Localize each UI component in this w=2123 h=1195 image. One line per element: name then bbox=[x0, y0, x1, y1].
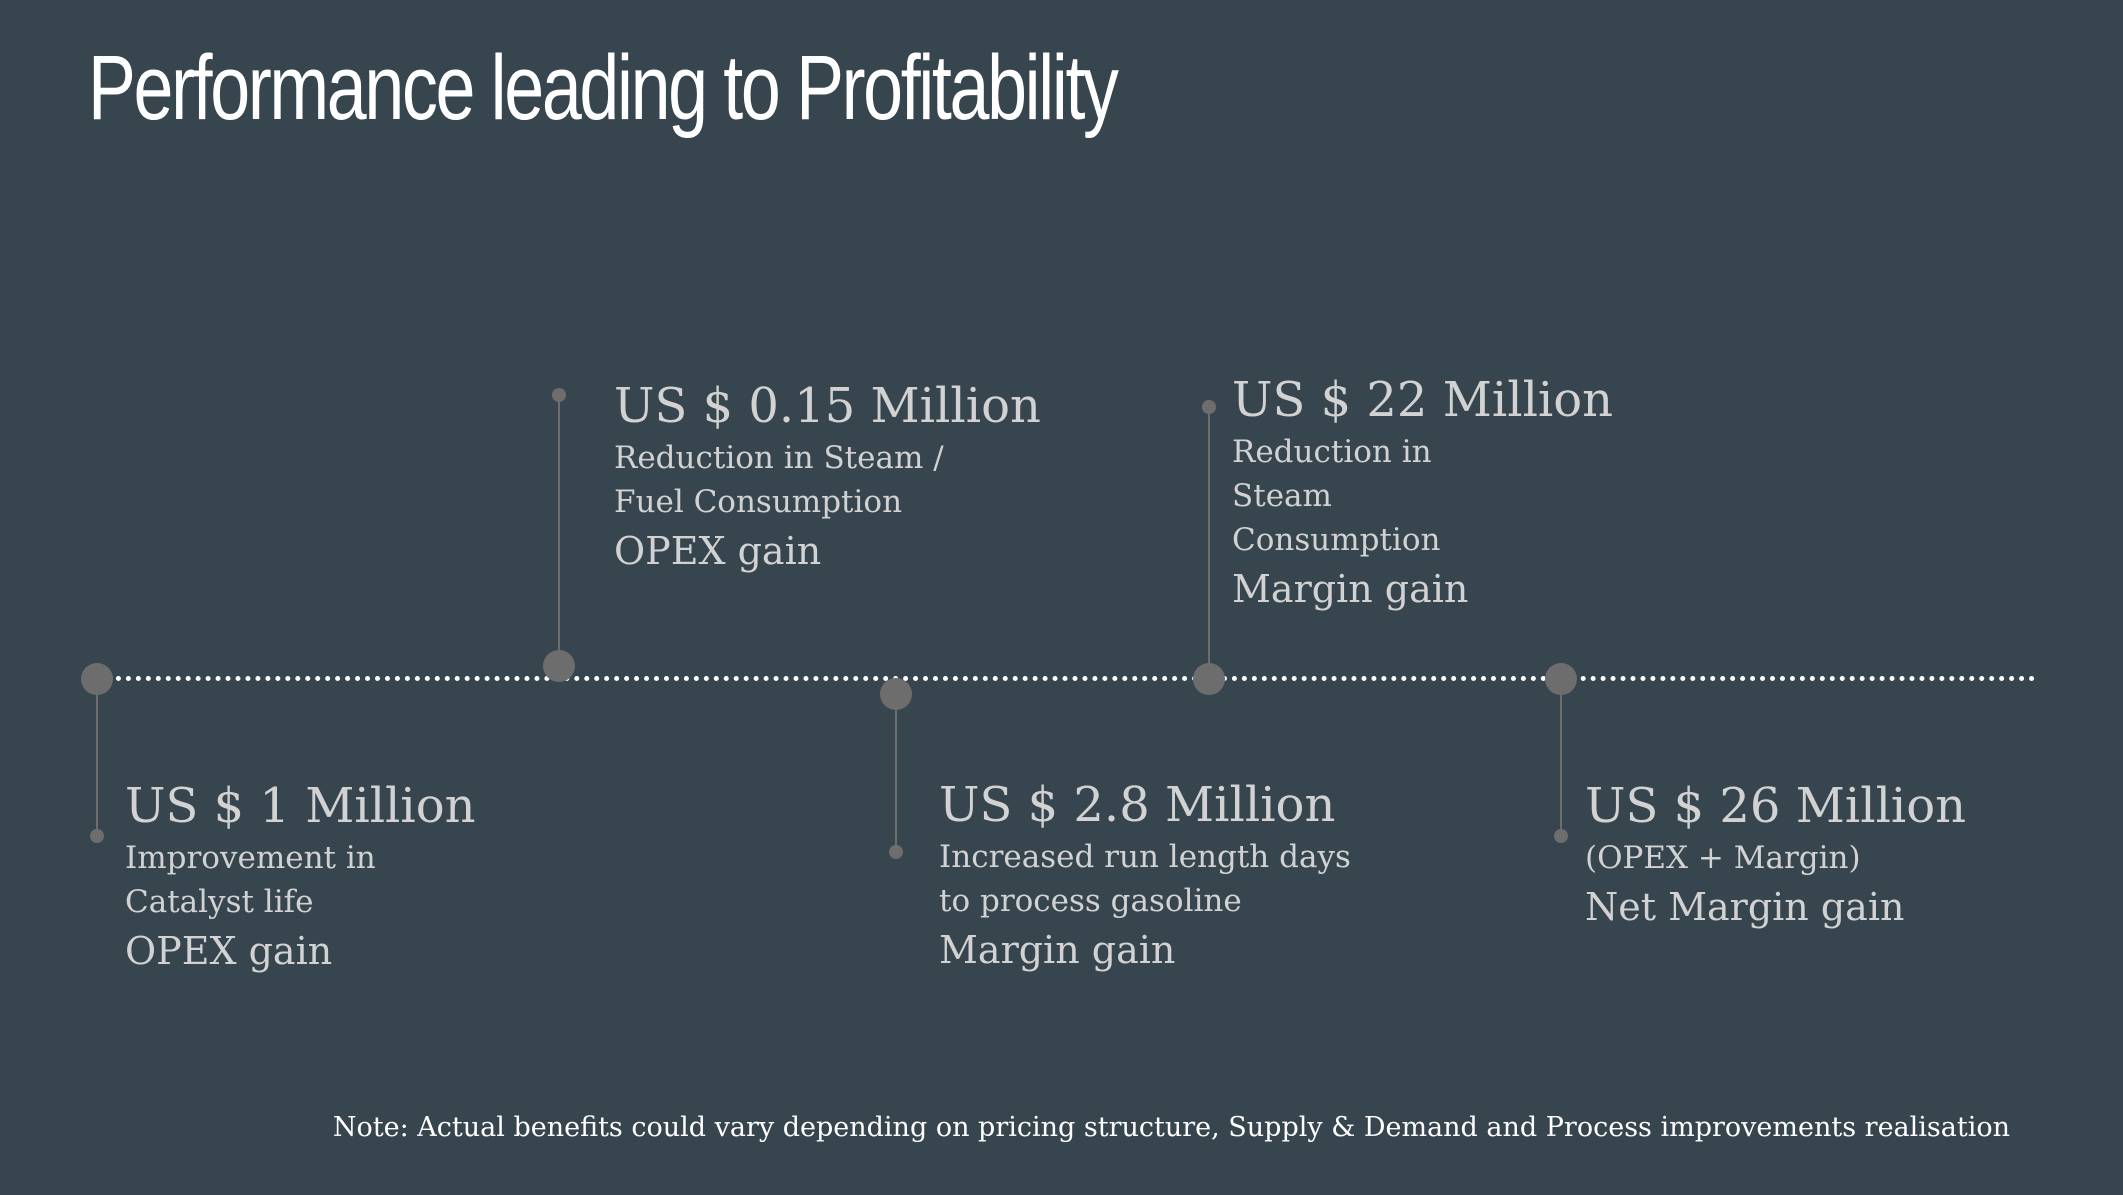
timeline-stem-2 bbox=[558, 396, 560, 654]
timeline-stem-3 bbox=[895, 706, 897, 850]
timeline-stem-4 bbox=[1208, 408, 1210, 666]
milestone-2-gain: OPEX gain bbox=[614, 529, 822, 573]
milestone-5-amount: US $ 26 Million bbox=[1585, 778, 1967, 834]
milestone-4-amount: US $ 22 Million bbox=[1232, 372, 1614, 428]
stem-end-dot-3 bbox=[889, 845, 903, 859]
stem-end-dot-2 bbox=[552, 388, 566, 402]
milestone-2-description: Reduction in Steam / Fuel Consumption bbox=[614, 440, 944, 520]
milestone-1-description: Improvement in Catalyst life bbox=[125, 840, 376, 920]
milestone-3-description: Increased run length days to process gas… bbox=[939, 839, 1351, 919]
milestone-2: US $ 0.15 Million Reduction in Steam / F… bbox=[614, 376, 1074, 578]
timeline-stem-1 bbox=[96, 679, 98, 837]
timeline-dotted-line bbox=[96, 676, 2036, 681]
milestone-1-gain: OPEX gain bbox=[125, 929, 333, 973]
footnote: Note: Actual benefits could vary dependi… bbox=[332, 1112, 2010, 1143]
stem-end-dot-4 bbox=[1202, 400, 1216, 414]
milestone-5: US $ 26 Million (OPEX + Margin) Net Marg… bbox=[1585, 776, 2045, 934]
timeline-node-2 bbox=[543, 650, 575, 682]
milestone-4: US $ 22 Million Reduction in Steam Consu… bbox=[1232, 370, 1692, 616]
milestone-5-description: (OPEX + Margin) bbox=[1585, 840, 1861, 876]
milestone-3-gain: Margin gain bbox=[939, 928, 1176, 972]
milestone-3-amount: US $ 2.8 Million bbox=[939, 777, 1336, 833]
milestone-1-amount: US $ 1 Million bbox=[125, 778, 476, 834]
slide-title: Performance leading to Profitability bbox=[88, 37, 1119, 139]
timeline-node-4 bbox=[1193, 663, 1225, 695]
milestone-5-gain: Net Margin gain bbox=[1585, 885, 1905, 929]
milestone-4-gain: Margin gain bbox=[1232, 567, 1469, 611]
timeline-node-3 bbox=[880, 678, 912, 710]
milestone-4-description: Reduction in Steam Consumption bbox=[1232, 434, 1441, 558]
milestone-2-amount: US $ 0.15 Million bbox=[614, 378, 1041, 434]
milestone-1: US $ 1 Million Improvement in Catalyst l… bbox=[125, 776, 545, 978]
stem-end-dot-1 bbox=[90, 829, 104, 843]
timeline-stem-5 bbox=[1560, 679, 1562, 837]
milestone-3: US $ 2.8 Million Increased run length da… bbox=[939, 775, 1399, 977]
stem-end-dot-5 bbox=[1554, 829, 1568, 843]
